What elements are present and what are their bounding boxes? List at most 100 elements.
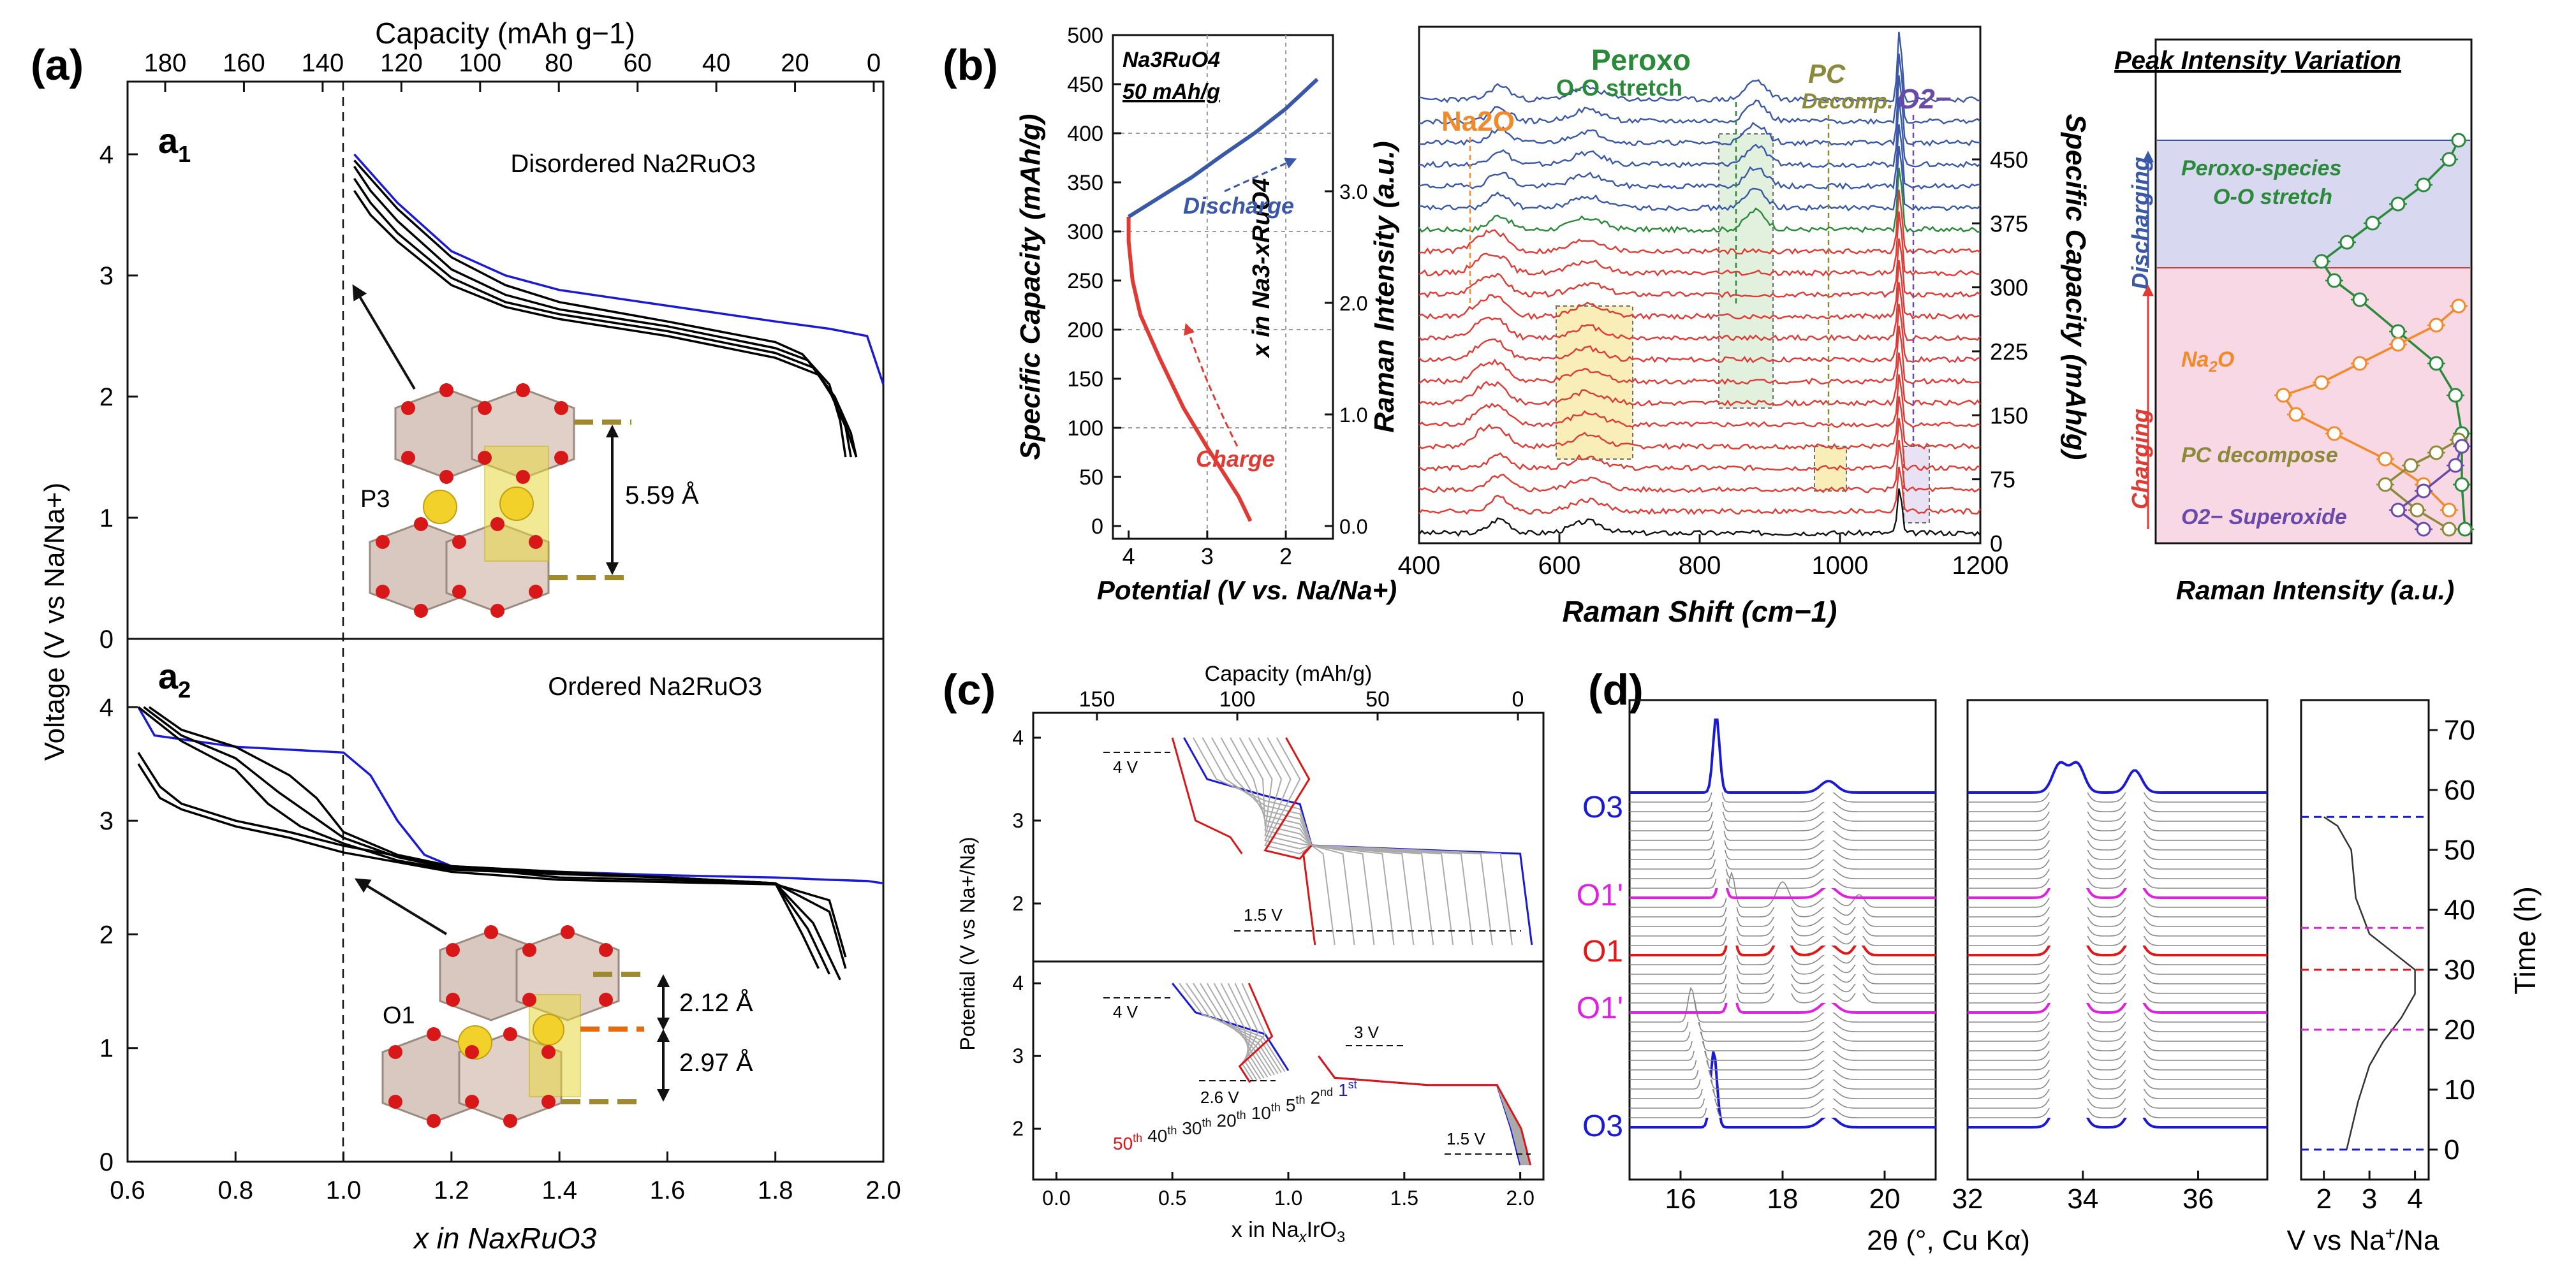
b-raman-x-tick-label: 800	[1679, 552, 1721, 580]
d-left-x-tick-label: 20	[1869, 1183, 1901, 1215]
d-mid-pattern	[1968, 1058, 2267, 1090]
a1-y-tick-label: 2	[99, 383, 114, 411]
b-raman-x-tick-label: 600	[1538, 552, 1581, 580]
b-na2o-series-label: Na2O	[2181, 347, 2234, 376]
c-bottom-discharge-line	[1318, 1055, 1529, 1166]
c-top-cycle-line	[1239, 737, 1415, 946]
b-raman-spectrum	[1418, 260, 1981, 321]
a2-pointer-arrow	[354, 878, 448, 935]
a-x-tick-label: 0.8	[217, 1176, 253, 1204]
c-legend-cycle-suffix: st	[1348, 1078, 1357, 1091]
d-mid-pattern	[1968, 771, 2267, 803]
d-left-pattern	[1630, 1044, 1936, 1080]
c-bottom-discharge-line	[1318, 1055, 1526, 1166]
c-legend-cycle-suffix: th	[1295, 1093, 1305, 1106]
d-mid-pattern	[1968, 790, 2267, 822]
c-legend-cycle-number: 2	[1310, 1088, 1320, 1108]
c-top-frame	[1032, 712, 1545, 963]
a2-y-tick-label: 0	[99, 1148, 114, 1176]
b-raman-r-tick-label: 225	[1990, 339, 2028, 365]
b-intensity-marker	[2416, 177, 2431, 193]
b-intensity-marker	[2454, 477, 2469, 492]
b-intensity-marker	[2410, 502, 2425, 518]
a-top-tick-label: 180	[144, 49, 187, 77]
b-raman-r-tick-label: 450	[1990, 147, 2028, 173]
d-right-x-tick-label: 4	[2407, 1183, 2422, 1215]
b-raman-spectrum	[1418, 31, 1981, 103]
b-left-x-tick-label: 3	[1201, 543, 1214, 569]
b-intensity-marker	[2288, 407, 2304, 422]
c-bottom-discharge-line	[1318, 1055, 1527, 1166]
c-bottom-charge-line	[1220, 983, 1265, 1079]
b-intensity-marker	[2365, 216, 2380, 231]
b-intensity-marker	[2429, 445, 2444, 460]
a-top-tick-label: 0	[867, 49, 881, 77]
d-mid-pattern	[1968, 828, 2267, 860]
a1-pointer-arrow	[352, 284, 416, 390]
d-right-frame	[2300, 699, 2430, 1181]
b-left-curves	[1126, 78, 1319, 522]
c-top-cycle-line	[1248, 737, 1395, 946]
d-mid-pattern	[1968, 943, 2267, 975]
a1-yticks: 0 1 2 3 4	[99, 141, 138, 654]
c-ylabel: Potential (V vs Na+/Na)	[956, 837, 979, 1050]
b-discharge-label: Discharge	[1183, 193, 1294, 219]
c-bottom-discharge-line	[1318, 1055, 1531, 1166]
d-left-pattern	[1630, 986, 1936, 1023]
b-intensity-marker	[2327, 426, 2342, 441]
b-left-x-tick-label: 4	[1122, 543, 1135, 569]
b-charging-label: Charging	[2127, 409, 2153, 509]
b-left-r-tick-label: 3.0	[1339, 180, 1367, 203]
a2-frame	[126, 638, 885, 1163]
c-bottom-26v: 2.6 V	[1200, 1088, 1239, 1107]
a2-series-line	[137, 706, 884, 885]
a2-series-line	[137, 763, 847, 958]
b-raman-spectrum	[1418, 488, 1981, 537]
c-top-cycle-line	[1263, 737, 1316, 946]
c-legend-cycle-number: 20	[1217, 1111, 1237, 1130]
d-phase-label: O3	[1582, 1109, 1623, 1143]
b-raman-r-tick-label: 300	[1990, 275, 2028, 301]
c-x-tick-label: 2.0	[1506, 1187, 1534, 1210]
a-x-tick-label: 1.4	[541, 1176, 577, 1204]
c-y-tick-label: 2	[1012, 1117, 1024, 1140]
d-phase-labels: O3 O1' O1 O1' O3	[1577, 791, 1623, 1143]
d-left-pattern	[1630, 805, 1936, 841]
a-x-tick-label: 2.0	[865, 1176, 901, 1204]
b-intensity-xlabel: Raman Intensity (a.u.)	[2176, 575, 2454, 605]
c-top-cycle-line	[1264, 737, 1336, 946]
a1-y-tick-label: 4	[99, 141, 114, 169]
b-left-rticks: 0.0 1.0 2.0 3.0	[1325, 180, 1367, 538]
d-left-x-tick-label: 16	[1665, 1183, 1696, 1215]
panel-label-b: (b)	[943, 41, 998, 89]
c-bottom-charge-line	[1213, 983, 1269, 1078]
b-intensity-marker	[2441, 522, 2457, 537]
b-raman-spectrum	[1418, 145, 1981, 212]
c-legend-cycle-suffix: th	[1133, 1132, 1142, 1144]
c-legend-cycle-number: 1	[1338, 1080, 1348, 1100]
c-top-4v: 4 V	[1113, 757, 1138, 777]
d-mid-pattern	[1968, 876, 2267, 908]
d-mid-pattern	[1968, 905, 2267, 937]
b-intensity-curves	[2274, 133, 2474, 537]
d-left-pattern	[1630, 1051, 1936, 1129]
c-xlabel: x in NaxIrO3	[1232, 1218, 1345, 1246]
b-intensity-marker	[2457, 522, 2473, 537]
d-mid-patterns	[1968, 761, 2267, 1129]
c-bottom-discharge-line	[1318, 1055, 1532, 1166]
c-bottom-discharge-line	[1318, 1055, 1522, 1166]
a-top-tick-label: 80	[545, 49, 573, 77]
b-intensity-marker	[2390, 502, 2406, 518]
c-bottom-charge-line	[1234, 983, 1259, 1081]
d-right-xlabel: V vs Na+/Na	[2287, 1224, 2440, 1256]
b-left-r-tick-label: 2.0	[1339, 292, 1367, 315]
c-bottom-charge-line	[1238, 983, 1274, 1083]
d-left-pattern	[1630, 852, 1936, 889]
d-mid-pattern	[1968, 1086, 2267, 1118]
c-bottom-3v: 3 V	[1354, 1023, 1380, 1042]
d-left-pattern	[1630, 1015, 1936, 1051]
a-x-tick-label: 1.8	[758, 1176, 793, 1204]
b-raman-spectra	[1418, 31, 1982, 537]
b-left-frame	[1112, 34, 1334, 540]
